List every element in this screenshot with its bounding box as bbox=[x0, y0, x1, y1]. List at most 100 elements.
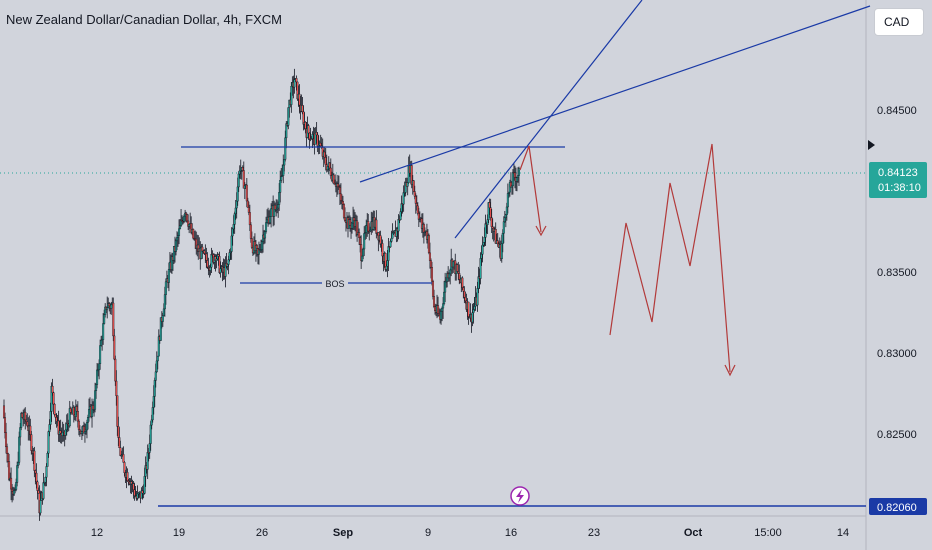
candle-up bbox=[19, 427, 22, 438]
current-price-label: 0.84123 bbox=[878, 167, 918, 179]
candle-up bbox=[264, 231, 267, 239]
candle-down bbox=[116, 395, 119, 427]
candle-down bbox=[323, 151, 326, 158]
candle-down bbox=[491, 226, 494, 229]
candle-down bbox=[77, 420, 80, 430]
candle-down bbox=[342, 204, 345, 218]
candle-down bbox=[431, 280, 434, 297]
candle-up bbox=[385, 266, 388, 270]
candle-down bbox=[332, 174, 335, 184]
candle-down bbox=[324, 157, 327, 165]
candle-down bbox=[115, 380, 118, 396]
time-tick-12: 12 bbox=[91, 527, 103, 539]
candle-down bbox=[117, 426, 120, 438]
candle-down bbox=[206, 260, 209, 268]
candle-down bbox=[433, 296, 436, 307]
candle-up bbox=[148, 443, 151, 453]
candle-up bbox=[50, 385, 53, 412]
steep-trendline[interactable] bbox=[454, 0, 643, 239]
candle-up bbox=[270, 208, 273, 217]
candle-down bbox=[37, 490, 40, 494]
candle-down bbox=[329, 167, 332, 176]
currency-button[interactable]: CAD bbox=[874, 8, 924, 36]
candle-up bbox=[236, 186, 239, 202]
time-tick-16: 16 bbox=[505, 527, 517, 539]
candle-up bbox=[502, 221, 505, 234]
candle-up bbox=[178, 228, 181, 236]
zigzag-projection-arrowhead bbox=[724, 364, 736, 377]
zigzag-projection-path[interactable] bbox=[609, 143, 731, 373]
candle-down bbox=[126, 472, 129, 481]
candle-up bbox=[389, 241, 392, 248]
candle-up bbox=[404, 182, 407, 193]
candle-down bbox=[338, 186, 341, 195]
candle-up bbox=[159, 317, 162, 341]
candle-up bbox=[68, 408, 71, 427]
candle-down bbox=[496, 240, 499, 245]
candle-down bbox=[30, 434, 33, 451]
time-tick-sep: Sep bbox=[333, 527, 353, 539]
candle-up bbox=[231, 228, 234, 237]
candle-up bbox=[224, 263, 227, 277]
candle-up bbox=[47, 431, 50, 454]
candle-up bbox=[167, 269, 170, 283]
candle-down bbox=[513, 172, 516, 178]
candle-up bbox=[363, 233, 366, 250]
candle-down bbox=[437, 305, 440, 314]
candle-down bbox=[301, 105, 304, 112]
candle-up bbox=[386, 260, 389, 267]
candle-up bbox=[516, 175, 519, 178]
candle-up bbox=[174, 240, 177, 252]
candle-up bbox=[269, 216, 272, 224]
candle-down bbox=[217, 254, 220, 257]
short-projection-path[interactable] bbox=[519, 145, 542, 233]
candle-up bbox=[266, 219, 269, 223]
candle-up bbox=[282, 164, 285, 176]
bos-label-bg bbox=[322, 277, 348, 289]
candle-up bbox=[161, 315, 164, 322]
candle-up bbox=[106, 307, 109, 310]
candle-down bbox=[205, 253, 208, 261]
candle-up bbox=[442, 303, 445, 309]
candle-down bbox=[26, 421, 29, 427]
candle-up bbox=[84, 429, 87, 432]
candle-up bbox=[473, 306, 476, 310]
candle-down bbox=[319, 142, 322, 147]
candle-down bbox=[3, 405, 6, 418]
candle-up bbox=[18, 436, 21, 463]
candle-up bbox=[501, 233, 504, 244]
bos-label: BOS bbox=[325, 279, 344, 289]
chart-title: New Zealand Dollar/Canadian Dollar, 4h, … bbox=[6, 12, 283, 27]
candle-up bbox=[177, 235, 180, 238]
candle-down bbox=[114, 358, 117, 382]
candle-down bbox=[6, 446, 9, 454]
candle-down bbox=[298, 93, 301, 106]
alert-icon[interactable] bbox=[510, 486, 530, 506]
candle-down bbox=[122, 454, 125, 463]
candle-up bbox=[311, 134, 314, 140]
candle-down bbox=[75, 406, 78, 412]
candle-down bbox=[316, 134, 319, 147]
time-tick-15-00: 15:00 bbox=[754, 527, 782, 539]
candle-up bbox=[96, 369, 99, 385]
candle-up bbox=[219, 268, 222, 274]
upper-trendline[interactable] bbox=[359, 5, 871, 183]
candle-up bbox=[290, 85, 293, 105]
candle-down bbox=[359, 237, 362, 245]
candle-up bbox=[85, 422, 88, 431]
candle-up bbox=[44, 477, 47, 483]
candle-down bbox=[339, 193, 342, 201]
candle-down bbox=[25, 419, 28, 422]
candle-down bbox=[457, 271, 460, 274]
candle-down bbox=[343, 217, 346, 221]
candle-down bbox=[119, 447, 122, 456]
candle-down bbox=[353, 217, 356, 222]
candle-down bbox=[462, 287, 465, 292]
candle-down bbox=[36, 481, 39, 491]
candle-up bbox=[365, 225, 368, 233]
candle-up bbox=[278, 192, 281, 205]
candle-up bbox=[515, 177, 518, 182]
candle-down bbox=[112, 302, 115, 337]
